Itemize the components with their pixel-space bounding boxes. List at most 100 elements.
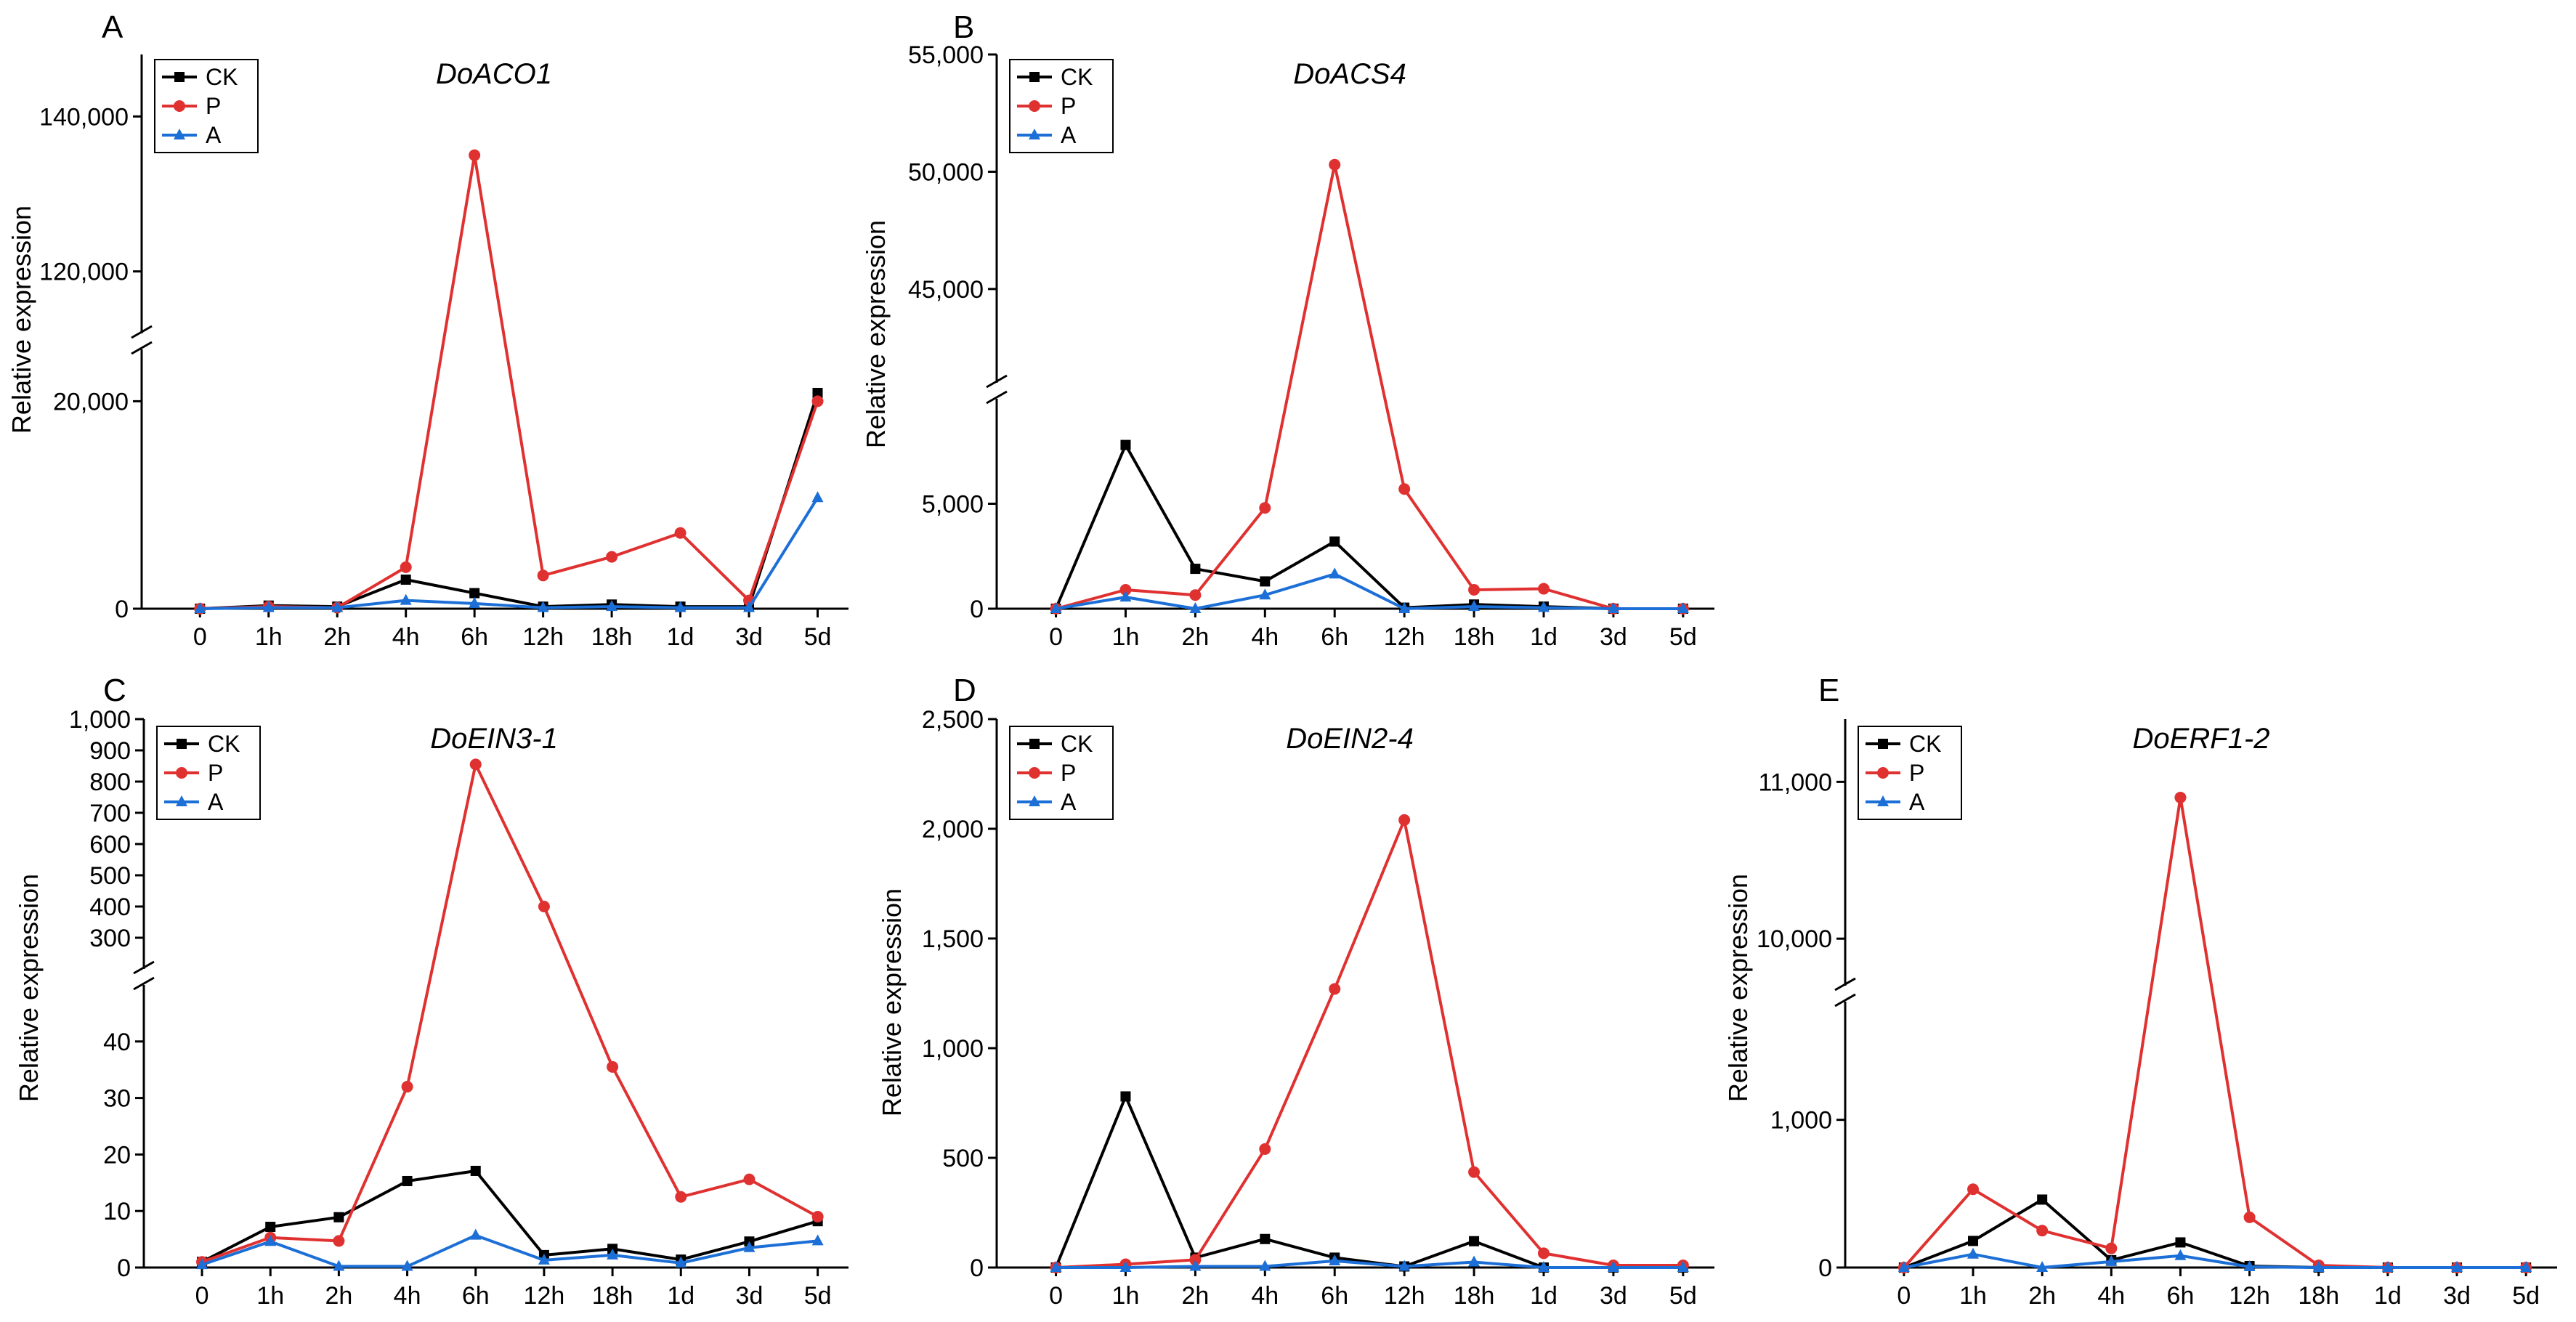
data-point-ck	[1329, 536, 1340, 547]
legend-marker-ck	[174, 72, 185, 82]
data-point-a	[469, 596, 481, 608]
data-point-ck	[1190, 564, 1201, 575]
x-tick-label: 18h	[1454, 1282, 1495, 1310]
data-point-ck	[265, 1221, 276, 1232]
data-point-p	[537, 569, 549, 582]
data-point-a	[1398, 1260, 1411, 1271]
legend-label-ck: CK	[1909, 731, 1941, 757]
x-tick-label: 2h	[323, 623, 351, 651]
data-point-a	[1398, 602, 1411, 613]
data-point-a	[1677, 602, 1689, 613]
data-point-ck	[812, 387, 823, 398]
data-point-p	[1189, 1254, 1202, 1266]
x-tick-label: 1h	[1112, 623, 1140, 651]
series-line-p	[200, 153, 819, 610]
data-point-ck	[470, 1165, 481, 1176]
data-point-a	[811, 1234, 824, 1246]
data-point-a	[1329, 567, 1341, 579]
data-point-p	[811, 395, 824, 407]
legend-label-p: P	[208, 760, 223, 786]
legend-marker-p	[1029, 100, 1040, 112]
y-tick-label: 400	[89, 893, 131, 921]
data-point-a	[2312, 1261, 2325, 1272]
series-line-ck	[1054, 1095, 1683, 1269]
x-tick-label: 1d	[667, 623, 694, 651]
y-tick-label: 0	[115, 596, 129, 623]
x-tick-label: 0	[1049, 1282, 1063, 1310]
legend-label-ck: CK	[206, 64, 238, 90]
legend-marker-ck	[177, 739, 187, 749]
axis-break-mark	[1834, 977, 1856, 992]
axis-break-mark	[1834, 993, 1856, 1007]
axis-break-mark	[131, 325, 153, 339]
data-point-p	[469, 758, 482, 771]
series-line-a	[200, 497, 819, 610]
series-line-a	[1056, 1259, 1683, 1269]
x-tick-label: 4h	[392, 623, 420, 651]
x-tick-label: 1h	[256, 1282, 284, 1310]
y-tick-label: 500	[942, 1145, 984, 1172]
y-tick-label: 50,000	[908, 158, 984, 186]
data-point-ck	[1120, 439, 1131, 450]
data-point-a	[1967, 1247, 1980, 1259]
data-point-p	[400, 561, 412, 573]
series-line-p	[1056, 818, 1683, 1269]
data-point-a	[2243, 1260, 2256, 1271]
data-point-a	[1259, 588, 1271, 600]
legend-label-p: P	[1061, 93, 1076, 119]
legend-label-a: A	[1061, 122, 1077, 148]
data-point-p	[743, 1173, 756, 1185]
data-point-a	[1607, 602, 1619, 613]
series-line-p	[1055, 163, 1683, 610]
series-line-ck	[1903, 1198, 2527, 1269]
legend-label-a: A	[208, 789, 224, 815]
y-tick-label: 120,000	[39, 259, 129, 286]
y-tick-label: 1,000	[922, 1035, 984, 1063]
x-tick-label: 0	[1049, 623, 1063, 651]
y-tick-label: 10,000	[1757, 925, 1832, 953]
x-tick-label: 2h	[1181, 623, 1209, 651]
data-point-a	[469, 1228, 482, 1240]
axis-break-mark	[131, 341, 153, 355]
y-tick-label: 600	[89, 831, 131, 859]
chart-panel-c: 0 10 20 30 40 300 400 500 600 700 800 900 1,000 0 1h 2h…	[14, 673, 848, 1310]
y-tick-label: 20	[103, 1141, 131, 1169]
legend-marker-p	[176, 767, 187, 779]
data-point-p	[1329, 158, 1341, 171]
data-point-a	[333, 1260, 345, 1271]
data-point-a	[2105, 1254, 2118, 1266]
data-point-p	[1468, 1166, 1481, 1178]
legend: CK PA	[156, 726, 261, 820]
data-point-p	[1468, 583, 1481, 596]
x-tick-label: 4h	[2097, 1282, 2125, 1310]
data-point-a	[537, 601, 549, 612]
data-point-p	[606, 551, 618, 563]
y-tick-label: 55,000	[908, 41, 984, 69]
y-tick-label: 11,000	[1759, 769, 1832, 796]
data-point-p	[2036, 1225, 2049, 1237]
data-point-p	[1259, 1143, 1271, 1155]
data-point-p	[469, 149, 481, 161]
data-point-p	[1398, 814, 1411, 826]
data-point-a	[1468, 1255, 1481, 1267]
x-tick-label: 12h	[1384, 623, 1425, 651]
y-tick-label: 30	[103, 1085, 131, 1113]
data-point-a	[331, 601, 344, 612]
series-line-ck	[201, 1169, 819, 1263]
data-point-a	[674, 601, 686, 612]
series-line-a	[1056, 572, 1683, 610]
x-tick-label: 1d	[1530, 1282, 1558, 1310]
y-tick-label: 0	[1818, 1254, 1832, 1282]
y-axis-label: Relative expression	[7, 206, 36, 434]
data-point-ck	[1120, 1091, 1131, 1102]
chart-panel-d: 0 500 1,000 1,500 2,000 2,500 0 1h 2h 4h 6h 12h 18h 1…	[877, 673, 1714, 1310]
data-point-p	[2174, 791, 2187, 803]
data-point-a	[811, 491, 824, 503]
x-tick-label: 1h	[1112, 1282, 1140, 1310]
axis-break-mark	[133, 976, 155, 991]
data-point-p	[1189, 589, 1202, 601]
legend: CK PA	[154, 59, 259, 153]
data-point-p	[1329, 983, 1341, 995]
data-point-a	[1189, 1260, 1202, 1271]
legend-label-ck: CK	[1061, 731, 1093, 757]
